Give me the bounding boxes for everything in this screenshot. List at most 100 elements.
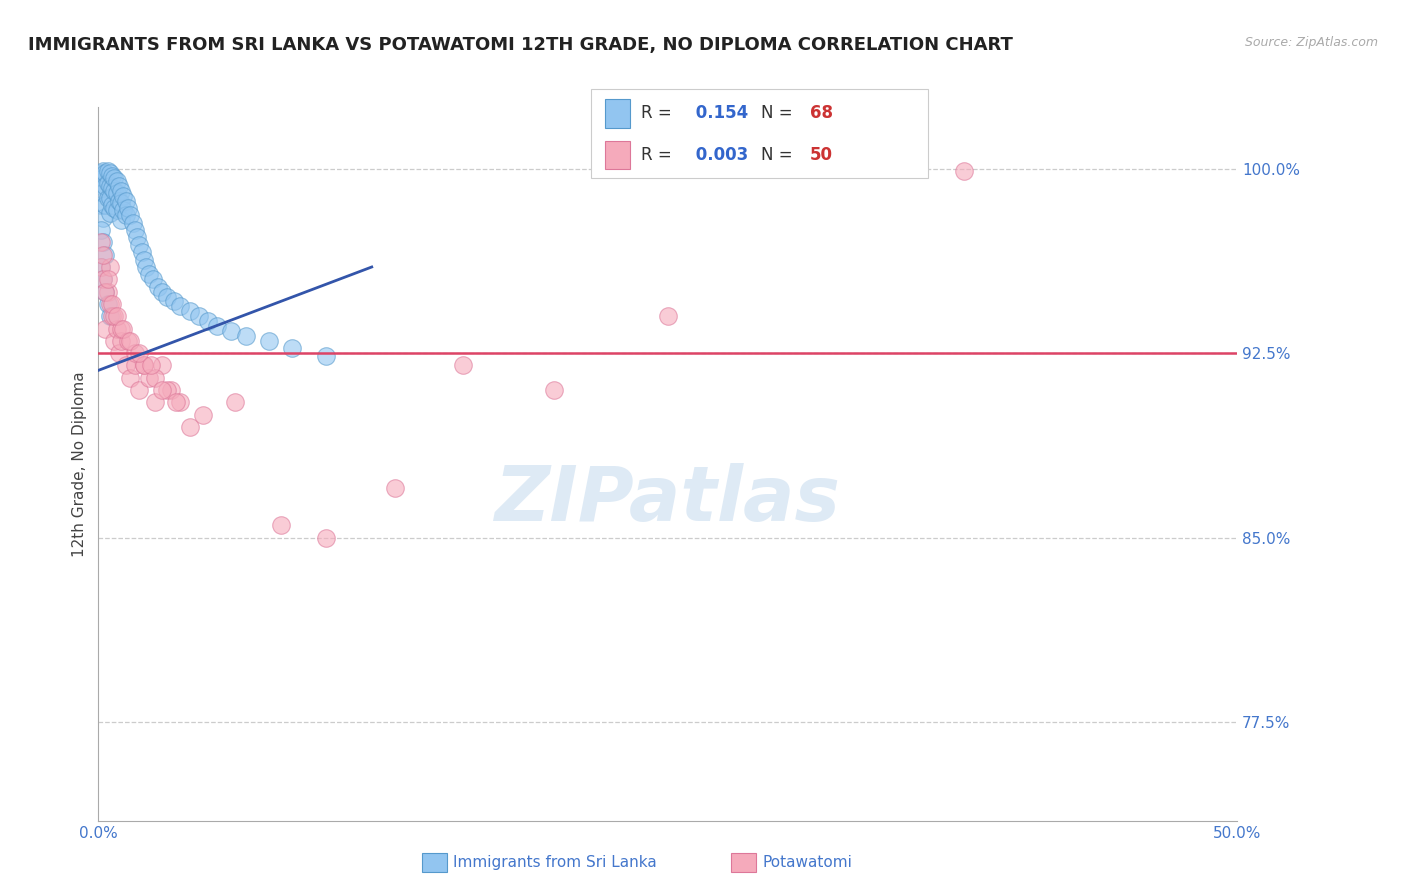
Point — [110, 196, 132, 211]
Point — [120, 208, 142, 222]
Point — [128, 383, 150, 397]
Point — [169, 395, 191, 409]
Point — [94, 285, 117, 299]
Point — [112, 188, 135, 202]
Point — [120, 334, 142, 348]
Point — [105, 186, 128, 201]
Point — [91, 164, 114, 178]
Point — [101, 181, 124, 195]
Point — [94, 198, 117, 212]
Point — [146, 279, 169, 293]
Point — [91, 171, 114, 186]
Point — [105, 174, 128, 188]
Point — [96, 164, 118, 178]
Point — [197, 314, 219, 328]
Text: IMMIGRANTS FROM SRI LANKA VS POTAWATOMI 12TH GRADE, NO DIPLOMA CORRELATION CHART: IMMIGRANTS FROM SRI LANKA VS POTAWATOMI … — [28, 36, 1012, 54]
Point — [156, 383, 179, 397]
Point — [145, 395, 167, 409]
Point — [91, 211, 114, 225]
Point — [124, 346, 146, 360]
Point — [91, 272, 114, 286]
Point — [96, 297, 118, 311]
Point — [101, 169, 124, 183]
Point — [94, 166, 117, 180]
Point — [120, 370, 142, 384]
Point — [138, 370, 160, 384]
Point — [124, 223, 146, 237]
Text: 0.003: 0.003 — [690, 146, 748, 164]
Point — [169, 299, 191, 313]
Point — [160, 383, 183, 397]
Point — [139, 359, 162, 373]
Point — [315, 531, 337, 545]
Point — [108, 178, 131, 193]
Point — [103, 171, 125, 186]
Point — [117, 201, 139, 215]
Point — [132, 359, 155, 373]
Point — [193, 408, 215, 422]
Point — [138, 268, 160, 282]
Point — [110, 184, 132, 198]
Point — [114, 359, 136, 373]
Point — [105, 203, 128, 218]
Point — [110, 321, 132, 335]
Point — [145, 370, 167, 384]
Point — [315, 349, 337, 363]
Point — [953, 164, 976, 178]
Text: N =: N = — [761, 146, 797, 164]
Point — [103, 334, 125, 348]
Point — [150, 285, 173, 299]
Text: N =: N = — [761, 104, 797, 122]
Point — [112, 321, 135, 335]
Point — [142, 272, 165, 286]
Point — [98, 166, 121, 180]
Point — [114, 208, 136, 222]
Text: 68: 68 — [810, 104, 832, 122]
Point — [110, 213, 132, 227]
Point — [187, 309, 209, 323]
Point — [179, 420, 201, 434]
Point — [94, 248, 117, 262]
Text: Source: ZipAtlas.com: Source: ZipAtlas.com — [1244, 36, 1378, 49]
Y-axis label: 12th Grade, No Diploma: 12th Grade, No Diploma — [72, 371, 87, 557]
Point — [451, 359, 474, 373]
Point — [91, 248, 114, 262]
Point — [90, 223, 112, 237]
Point — [205, 319, 228, 334]
Point — [108, 346, 131, 360]
Point — [131, 245, 153, 260]
Point — [165, 395, 187, 409]
Point — [132, 252, 155, 267]
Point — [98, 309, 121, 323]
Point — [124, 359, 146, 373]
Point — [132, 359, 155, 373]
Point — [94, 285, 117, 299]
Point — [101, 198, 124, 212]
Point — [91, 272, 114, 286]
Point — [101, 297, 124, 311]
Point — [179, 304, 201, 318]
Point — [219, 324, 242, 338]
Point — [235, 329, 257, 343]
Point — [259, 334, 281, 348]
Point — [121, 216, 143, 230]
Text: Immigrants from Sri Lanka: Immigrants from Sri Lanka — [453, 855, 657, 870]
Point — [105, 309, 128, 323]
Point — [98, 191, 121, 205]
Point — [150, 383, 173, 397]
Text: R =: R = — [641, 146, 678, 164]
Point — [103, 309, 125, 323]
Point — [96, 285, 118, 299]
Point — [114, 194, 136, 208]
Point — [98, 206, 121, 220]
Point — [98, 260, 121, 274]
Point — [94, 178, 117, 193]
Point — [128, 346, 150, 360]
Point — [90, 198, 112, 212]
Point — [103, 201, 125, 215]
Point — [108, 194, 131, 208]
Point — [90, 178, 112, 193]
Point — [90, 166, 112, 180]
Point — [543, 383, 565, 397]
Text: Potawatomi: Potawatomi — [762, 855, 852, 870]
